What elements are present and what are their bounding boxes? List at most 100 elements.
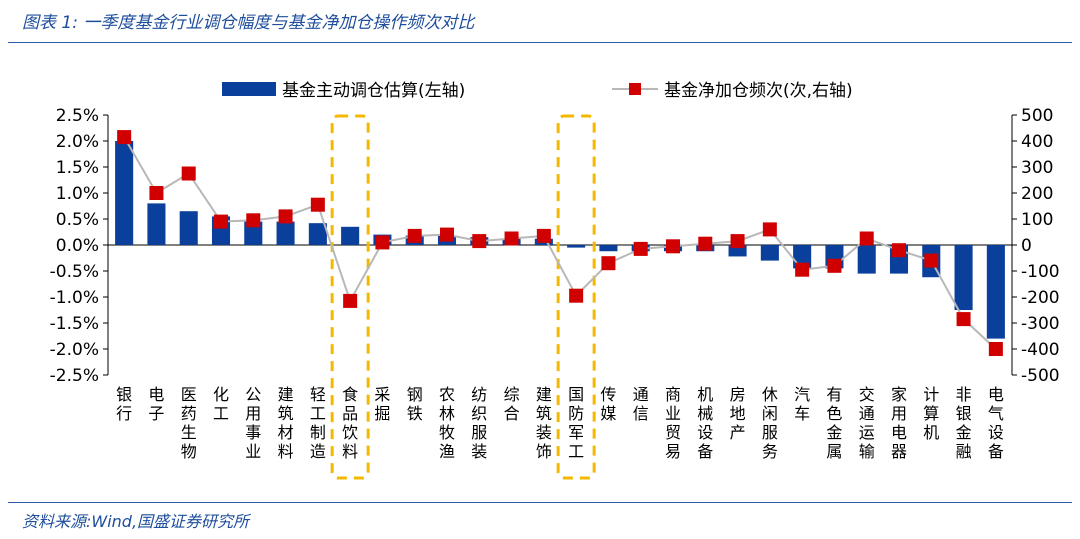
- legend-bar-label: 基金主动调仓估算(左轴): [282, 81, 465, 101]
- highlight-box: [330, 114, 370, 480]
- x-tick-label: 休闲服务: [762, 385, 778, 461]
- x-tick-label: 汽车: [794, 385, 810, 423]
- right-tick-label: 500: [1021, 106, 1053, 126]
- series-line: [123, 136, 997, 350]
- line-marker: [440, 227, 454, 242]
- bottom-rule: [8, 502, 1072, 503]
- bar: [276, 221, 295, 245]
- bar: [341, 226, 360, 245]
- x-tick-label: 房地产: [730, 385, 746, 442]
- left-tick-label: 0.5%: [56, 210, 99, 230]
- x-tick-label: 农林牧渔: [439, 385, 455, 461]
- x-tick-label: 综合: [504, 385, 520, 423]
- x-tick-label: 家用电器: [891, 385, 907, 461]
- highlight-box: [556, 114, 596, 480]
- line-marker: [762, 222, 777, 237]
- x-tick-label: 采掘: [374, 385, 390, 423]
- right-tick-label: 400: [1021, 132, 1053, 152]
- line-marker: [859, 231, 874, 246]
- x-tick-label: 建筑材料: [278, 385, 294, 461]
- highlight-boxes: [330, 114, 596, 480]
- right-tick-label: 200: [1021, 184, 1053, 204]
- left-tick-label: 1.5%: [56, 158, 99, 178]
- left-tick-label: 2.5%: [56, 106, 99, 126]
- line-marker: [988, 342, 1003, 356]
- line-marker: [795, 262, 810, 277]
- right-tick-label: -400: [1021, 340, 1060, 360]
- line-marker: [278, 209, 293, 224]
- right-tick-label: -200: [1021, 288, 1060, 308]
- line-marker: [956, 312, 971, 327]
- line-series: [117, 130, 1003, 356]
- bar: [857, 245, 876, 274]
- x-tick-label: 通信: [633, 385, 649, 423]
- x-tick-label: 电气设备: [988, 385, 1004, 461]
- x-tick-label: 钢铁: [407, 385, 423, 423]
- line-marker: [117, 130, 132, 145]
- legend-bar-swatch: [222, 82, 276, 96]
- line-marker: [181, 166, 196, 181]
- x-tick-label: 化工: [213, 385, 229, 423]
- bar: [728, 245, 747, 257]
- x-tick-label: 纺织服装: [471, 385, 487, 461]
- right-tick-label: 300: [1021, 158, 1053, 178]
- line-marker: [569, 288, 584, 303]
- left-tick-label: -0.5%: [50, 262, 99, 282]
- x-tick-label: 有色金属: [826, 385, 842, 461]
- line-marker: [343, 293, 358, 308]
- x-tick-label: 商业贸易: [665, 385, 681, 461]
- figure-title: 图表 1: 一季度基金行业调仓幅度与基金净加仓操作频次对比: [22, 13, 475, 33]
- x-tick-label: 机械设备: [697, 385, 713, 461]
- bar: [244, 221, 263, 245]
- left-tick-label: -1.0%: [50, 288, 99, 308]
- x-tick-label: 医药生物: [181, 385, 197, 461]
- line-marker: [924, 253, 939, 268]
- x-tick-label: 非银金融: [956, 385, 972, 461]
- x-tick-label: 计算机: [923, 385, 939, 442]
- line-marker: [504, 231, 519, 246]
- legend: 基金主动调仓估算(左轴) 基金净加仓频次(次,右轴): [222, 81, 853, 101]
- bar: [308, 223, 327, 245]
- line-marker: [310, 197, 325, 212]
- line-marker: [601, 256, 616, 271]
- line-marker: [827, 258, 842, 273]
- line-marker: [666, 239, 680, 254]
- legend-line-label: 基金净加仓频次(次,右轴): [664, 81, 853, 101]
- bar: [147, 203, 166, 245]
- x-tick-label: 公用事业: [245, 385, 261, 461]
- bar: [954, 245, 973, 310]
- right-tick-label: -100: [1021, 262, 1060, 282]
- x-tick-label: 传媒: [600, 385, 616, 423]
- left-tick-label: 0.0%: [56, 236, 99, 256]
- line-marker: [892, 243, 906, 258]
- bar: [179, 211, 198, 245]
- x-tick-label: 食品饮料: [342, 385, 358, 461]
- line-marker: [407, 228, 422, 243]
- line-marker: [214, 214, 228, 229]
- bar: [115, 141, 134, 245]
- bar: [986, 245, 1005, 339]
- bar: [760, 245, 779, 261]
- tick-labels: 2.5% 2.0% 1.5% 1.0% 0.5% 0.0% -0.5% -1.0% -1.5% -…: [50, 106, 1060, 461]
- line-marker: [633, 241, 648, 256]
- line-marker: [698, 236, 713, 251]
- left-tick-label: 1.0%: [56, 184, 99, 204]
- x-tick-label: 国防军工: [568, 385, 584, 461]
- right-tick-label: 0: [1021, 236, 1032, 256]
- bar: [599, 245, 618, 252]
- line-marker: [536, 228, 551, 243]
- x-tick-label: 建筑装饰: [536, 385, 552, 461]
- right-tick-label: 100: [1021, 210, 1053, 230]
- left-tick-label: -1.5%: [50, 314, 99, 334]
- bar: [567, 245, 586, 248]
- x-tick-label: 轻工制造: [310, 385, 326, 461]
- left-tick-label: -2.0%: [50, 340, 99, 360]
- x-tick-label: 银行: [116, 385, 132, 423]
- right-tick-label: -300: [1021, 314, 1060, 334]
- line-marker: [149, 186, 164, 200]
- line-marker: [730, 234, 745, 249]
- right-tick-label: -500: [1021, 366, 1060, 386]
- line-marker: [246, 213, 261, 228]
- legend-marker-swatch: [629, 83, 641, 95]
